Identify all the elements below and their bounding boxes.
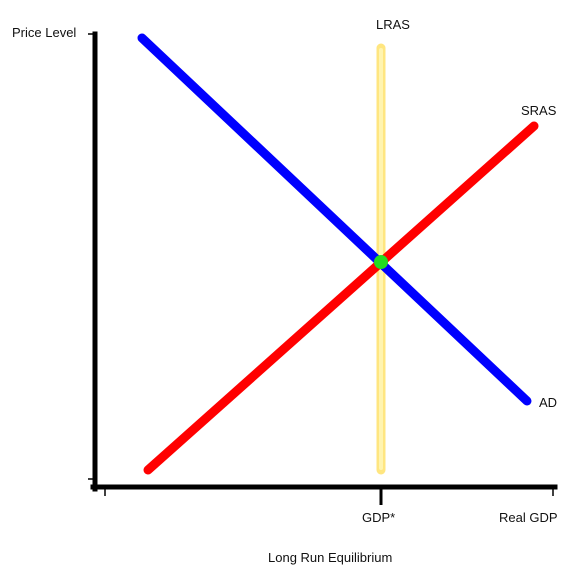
y-axis-label: Price Level bbox=[12, 25, 76, 40]
sras-curve bbox=[143, 121, 539, 475]
ad-label: AD bbox=[539, 395, 557, 410]
x-axis-label: Real GDP bbox=[499, 510, 558, 525]
diagram-caption: Long Run Equilibrium bbox=[268, 550, 392, 565]
lras-label: LRAS bbox=[376, 17, 410, 32]
equilibrium-point bbox=[374, 255, 388, 269]
sras-label: SRAS bbox=[521, 103, 557, 118]
ad-curve bbox=[137, 33, 532, 406]
gdp-star-label: GDP* bbox=[362, 510, 395, 525]
axes bbox=[88, 31, 558, 505]
